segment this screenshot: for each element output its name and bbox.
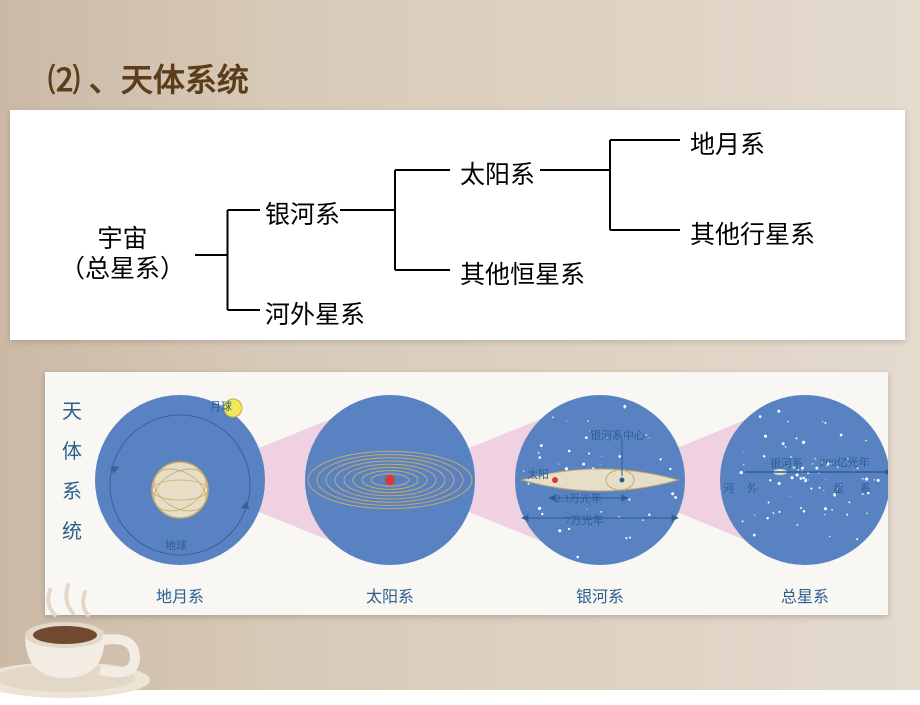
label-extragal-l: 河 (723, 480, 734, 496)
label-milky-center: 银河系中心 (590, 427, 645, 443)
label-earth: 地球 (165, 537, 187, 553)
coffee-cup-decoration (0, 580, 170, 700)
label-extragal-m: 外 (747, 480, 758, 496)
label-diameter: 7万光年 (565, 512, 604, 528)
celestial-circles-diagram: 天体系统 地月系 太阳系 银河系 总星系 月球 地球 银河系中心 太阳 2.3万… (45, 372, 888, 615)
label-radius: 2.3万光年 (555, 490, 602, 506)
label-moon: 月球 (210, 398, 232, 414)
label-extragal-r1: 星 (833, 480, 844, 496)
slide-title: ⑵ 、天体系统 (48, 55, 249, 101)
label-extragal-r2: 系 (860, 480, 871, 496)
caption-milkyway: 银河系 (550, 583, 650, 607)
tree-node-extragal: 河外星系 (265, 295, 365, 331)
tree-node-root: 宇宙 （总星系） (60, 225, 185, 285)
tree-node-otherplanet: 其他行星系 (690, 215, 815, 251)
label-span: 200亿光年 (820, 454, 870, 470)
caption-total: 总星系 (755, 583, 855, 607)
label-sun: 太阳 (527, 466, 549, 482)
tree-node-galaxy: 银河系 (265, 195, 340, 231)
hierarchy-tree: 宇宙 （总星系） 银河系河外星系 太阳系其他恒星系 地月系其他行星系 (10, 110, 905, 340)
tree-node-otherstar: 其他恒星系 (460, 255, 585, 291)
tree-node-solar: 太阳系 (460, 155, 535, 191)
coffee-cup-icon (0, 580, 170, 700)
vertical-label: 天体系统 (60, 392, 84, 552)
circles-svg (45, 372, 888, 615)
caption-solar: 太阳系 (340, 583, 440, 607)
label-total-galaxy: 银河系 (770, 455, 803, 471)
tree-node-earthmoon: 地月系 (690, 125, 765, 161)
